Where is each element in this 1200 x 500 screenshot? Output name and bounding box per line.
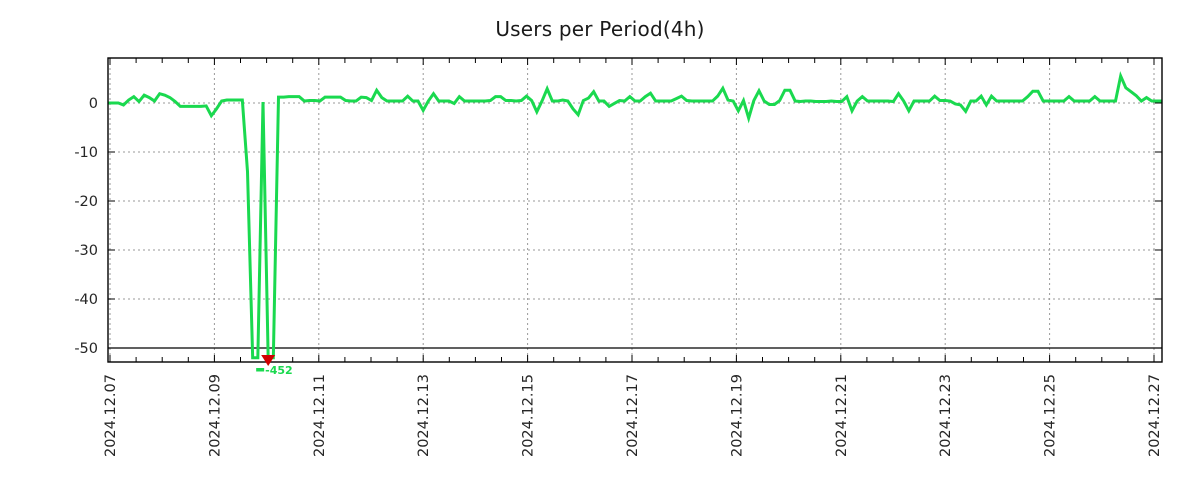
- x-axis-tick-label: 2024.12.19: [729, 374, 745, 457]
- plot-frame: [107, 57, 1163, 363]
- page-title: Users per Period(4h): [495, 17, 705, 41]
- y-axis-tick-label: -50: [74, 341, 98, 357]
- x-axis-tick-label: 2024.12.15: [521, 374, 537, 457]
- y-axis-tick-label: -30: [74, 243, 98, 259]
- x-axis-tick-label: 2024.12.21: [834, 374, 850, 457]
- x-axis-tick-label: 2024.12.07: [103, 374, 119, 457]
- x-axis-tick-label: 2024.12.17: [625, 374, 641, 457]
- annotation-label: -452: [265, 364, 293, 377]
- triangle-down-icon: [261, 355, 276, 366]
- data-series-line: [108, 71, 1162, 360]
- x-axis-tick-label: 2024.12.27: [1147, 374, 1163, 457]
- plot-background: [108, 58, 1162, 362]
- x-axis-tick-label: 2024.12.11: [312, 374, 328, 457]
- x-axis-tick-label: 2024.12.25: [1043, 374, 1059, 457]
- y-axis-labels: 0 -10 -20 -30 -40 -50: [74, 96, 98, 357]
- y-gridlines: [108, 102, 1162, 349]
- annotation-dash: [256, 368, 265, 372]
- x-axis-tick-label: 2024.12.23: [938, 374, 954, 457]
- y-axis-tick-label: -20: [74, 194, 98, 210]
- min-annotation: -452: [256, 355, 293, 377]
- y-axis-tick-label: -10: [74, 145, 98, 161]
- x-axis-tick-label: 2024.12.09: [207, 374, 223, 457]
- axis-ticks: [108, 58, 1162, 362]
- y-axis-tick-label: 0: [89, 96, 98, 112]
- x-axis-tick-label: 2024.12.13: [416, 374, 432, 457]
- y-axis-tick-label: -40: [74, 292, 98, 308]
- x-axis-labels: 2024.12.07 2024.12.09 2024.12.11 2024.12.13…: [103, 374, 1163, 457]
